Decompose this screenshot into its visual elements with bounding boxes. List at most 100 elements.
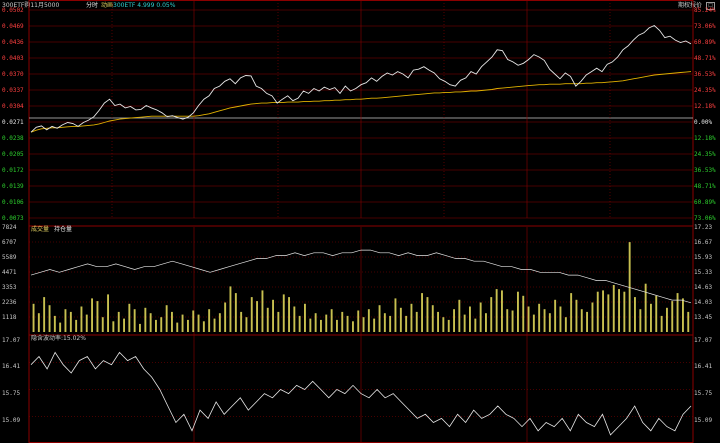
price-tick-label: 0.0370	[2, 70, 24, 78]
volume-bar	[272, 299, 274, 332]
volume-tick-label: 3353	[2, 283, 17, 291]
volume-bar	[341, 311, 344, 332]
volume-bar	[554, 299, 557, 332]
volume-bar	[202, 321, 205, 332]
volume-bar	[373, 318, 376, 332]
volume-bar	[596, 291, 599, 332]
tab-intraday[interactable]: 分时	[86, 2, 99, 9]
volume-bar	[421, 293, 423, 332]
volume-bar	[309, 318, 312, 332]
volume-bar	[250, 297, 253, 332]
volume-bar	[644, 283, 647, 332]
volume-bar	[564, 317, 567, 332]
volume-bar	[69, 311, 72, 332]
volume-tick-label: 7824	[2, 223, 17, 231]
volume-bar	[240, 311, 243, 332]
volume-bar	[155, 319, 157, 332]
volume-bar	[208, 309, 211, 332]
volume-bar	[378, 305, 381, 332]
price-tick-label: 0.0403	[2, 54, 24, 62]
volume-bar	[639, 309, 642, 332]
iv-pane-title: 隐含波动率:15.02%	[31, 335, 86, 342]
volume-bar	[59, 322, 62, 332]
average-price-line	[30, 71, 692, 133]
volume-bar	[75, 319, 78, 332]
iv-tick-label: 15.09	[694, 416, 713, 424]
volume-tick-label: 1118	[2, 313, 17, 321]
volume-tick-label: 4471	[2, 268, 17, 276]
volume-bar	[634, 297, 636, 332]
volume-bar	[107, 294, 109, 332]
volume-bar	[415, 311, 418, 332]
volume-bar	[580, 309, 583, 332]
volume-bar	[666, 307, 668, 332]
volume-title: 成交量	[31, 226, 50, 233]
volume-bar	[37, 313, 40, 332]
change-tick-label: 48.71%	[694, 54, 716, 62]
volume-bars	[32, 242, 690, 332]
volume-bar	[410, 303, 413, 332]
volume-bar	[288, 297, 290, 332]
price-tick-label: 0.0304	[2, 102, 24, 110]
change-tick-label: 12.18%	[694, 102, 716, 110]
volume-bar	[171, 311, 173, 332]
volume-bar	[532, 314, 535, 332]
volume-bar	[357, 310, 360, 332]
volume-tick-label: 6707	[2, 238, 17, 246]
volume-bar	[655, 295, 658, 332]
change-tick-label: 60.89%	[694, 198, 716, 206]
volume-bar	[389, 315, 392, 332]
price-tick-label: 0.0337	[2, 86, 24, 94]
volume-bar	[229, 286, 232, 332]
chart-grid	[28, 0, 694, 443]
open-interest-tick-label: 14.03	[694, 298, 713, 306]
volume-bar	[320, 319, 322, 332]
open-interest-line	[30, 249, 692, 304]
volume-bar	[133, 309, 136, 332]
volume-bar	[650, 303, 652, 332]
volume-bar	[612, 285, 615, 332]
tab-animation[interactable]: 动画	[101, 2, 114, 9]
change-tick-label: 60.89%	[694, 38, 716, 46]
volume-bar	[325, 314, 328, 332]
volume-bar	[602, 290, 604, 332]
volume-bar	[181, 314, 184, 332]
volume-bar	[176, 322, 179, 332]
volume-bar	[352, 321, 354, 332]
volume-bar	[586, 311, 588, 332]
volume-bar	[495, 289, 498, 332]
volume-bar	[32, 303, 35, 332]
change-tick-label: 24.35%	[694, 86, 716, 94]
volume-bar	[43, 297, 46, 332]
volume-bar	[394, 298, 397, 332]
open-interest-tick-label: 15.93	[694, 253, 713, 261]
iv-tick-label: 15.75	[2, 390, 21, 397]
volume-bar	[442, 317, 445, 332]
volume-bar	[304, 303, 306, 332]
volume-bar	[213, 318, 216, 332]
iv-tick-label: 17.07	[694, 336, 713, 344]
change-tick-label: 73.06%	[694, 22, 716, 30]
iv-tick-label: 16.41	[694, 363, 713, 371]
change-tick-label: 0.00%	[694, 118, 713, 126]
price-line	[30, 24, 692, 133]
volume-bar	[123, 318, 125, 332]
volume-bar	[490, 297, 493, 332]
volume-bar	[346, 315, 349, 332]
volume-bar	[591, 302, 594, 332]
volume-bar	[298, 315, 301, 332]
volume-bar	[218, 313, 221, 332]
chart-lines	[30, 24, 692, 436]
volume-bar	[447, 319, 450, 332]
volume-bar	[628, 242, 631, 332]
window-toggle-icon[interactable]: 口	[706, 2, 715, 10]
option-quote-link[interactable]: 期权报价	[677, 2, 702, 9]
volume-bar	[437, 311, 439, 332]
volume-bar	[426, 297, 429, 332]
price-tick-label: 0.0271	[2, 118, 24, 126]
volume-bar	[245, 317, 248, 332]
volume-bar	[399, 307, 402, 332]
volume-bar	[362, 317, 365, 332]
price-tick-label: 0.0139	[2, 182, 24, 190]
